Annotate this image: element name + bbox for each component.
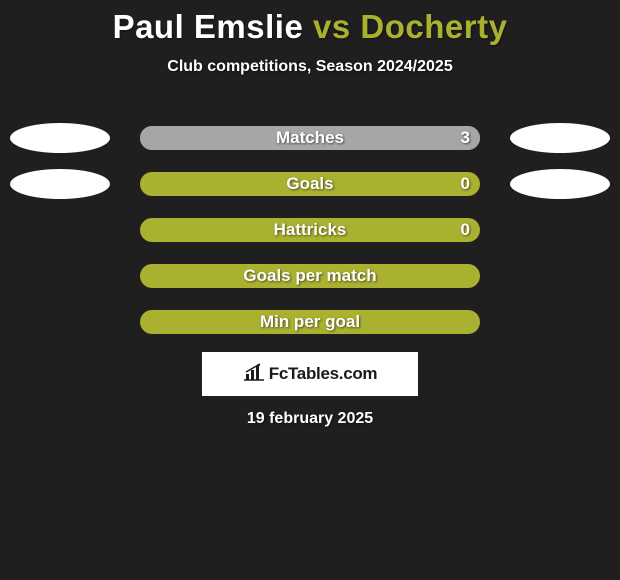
stat-row: Goals per match: [0, 260, 620, 306]
stat-bar-track: [140, 218, 480, 242]
title-player1: Paul Emslie: [113, 8, 304, 45]
player-mark-left: [10, 169, 110, 199]
player-mark-right: [510, 123, 610, 153]
stats-rows: Matches3Goals0Hattricks0Goals per matchM…: [0, 122, 620, 352]
title-vs: vs: [313, 8, 351, 45]
brand-text: FcTables.com: [269, 364, 378, 384]
stat-row: Min per goal: [0, 306, 620, 352]
player-mark-right: [510, 169, 610, 199]
page-title: Paul Emslie vs Docherty: [0, 0, 620, 46]
comparison-infographic: Paul Emslie vs Docherty Club competition…: [0, 0, 620, 580]
bar-chart-icon: [243, 363, 265, 386]
stat-bar-track: [140, 310, 480, 334]
player-mark-left: [10, 123, 110, 153]
stat-row: Matches3: [0, 122, 620, 168]
stat-bar-track: [140, 172, 480, 196]
title-player2: Docherty: [360, 8, 507, 45]
stat-row: Hattricks0: [0, 214, 620, 260]
stat-row: Goals0: [0, 168, 620, 214]
brand-badge: FcTables.com: [202, 352, 418, 396]
stat-bar-track: [140, 264, 480, 288]
date-text: 19 february 2025: [0, 410, 620, 428]
stat-bar-fill: [140, 126, 480, 150]
subtitle: Club competitions, Season 2024/2025: [0, 58, 620, 76]
